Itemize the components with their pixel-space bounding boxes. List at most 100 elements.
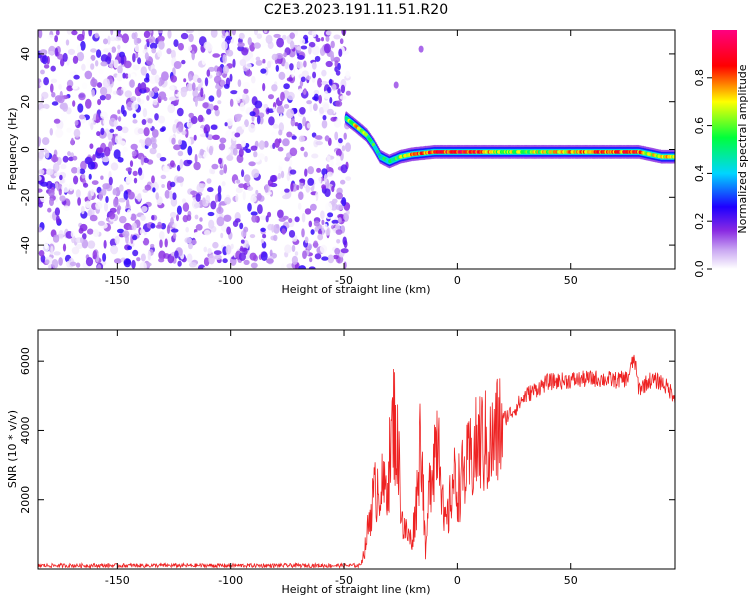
noise-speckle	[104, 202, 108, 212]
noise-speckle	[298, 265, 306, 269]
noise-speckle	[321, 37, 324, 42]
noise-speckle	[100, 86, 108, 96]
noise-speckle	[160, 174, 167, 180]
noise-speckle	[283, 104, 290, 109]
noise-speckle	[153, 255, 160, 262]
noise-speckle	[325, 35, 330, 42]
noise-speckle	[311, 153, 319, 159]
noise-speckle	[225, 244, 232, 255]
noise-speckle	[323, 43, 331, 54]
noise-speckle	[132, 113, 137, 119]
noise-speckle	[269, 175, 277, 183]
noise-speckle	[66, 85, 74, 92]
noise-speckle	[212, 241, 219, 249]
noise-speckle	[269, 249, 273, 257]
noise-speckle	[194, 214, 199, 220]
noise-speckle	[190, 115, 198, 125]
noise-speckle	[290, 40, 295, 50]
noise-speckle	[182, 202, 190, 212]
noise-speckle	[139, 139, 144, 144]
noise-speckle	[186, 159, 193, 165]
noise-speckle	[70, 137, 74, 146]
noise-speckle	[170, 228, 179, 233]
noise-speckle	[143, 157, 150, 164]
noise-speckle	[171, 137, 176, 145]
noise-speckle	[297, 202, 302, 210]
noise-speckle	[113, 197, 119, 208]
noise-speckle	[62, 155, 69, 163]
noise-speckle	[152, 99, 158, 106]
noise-speckle	[113, 59, 119, 69]
noise-speckle	[152, 187, 156, 193]
noise-speckle	[298, 191, 304, 200]
noise-speckle	[98, 191, 103, 201]
noise-speckle	[80, 40, 86, 51]
colorbar-label: Normalized spectral amplitude	[736, 64, 749, 233]
noise-speckle	[290, 182, 294, 192]
noise-speckle	[72, 155, 78, 161]
noise-speckle	[95, 60, 99, 67]
noise-speckle	[317, 229, 323, 235]
noise-speckle	[206, 178, 212, 184]
noise-speckle	[72, 55, 79, 64]
noise-speckle	[172, 192, 177, 200]
noise-speckle	[335, 155, 341, 163]
noise-speckle	[90, 122, 94, 130]
noise-speckle	[177, 150, 184, 157]
noise-speckle	[130, 213, 137, 221]
noise-speckle	[176, 107, 184, 117]
noise-speckle	[337, 62, 341, 71]
noise-speckle	[229, 98, 234, 107]
noise-speckle	[282, 194, 290, 200]
noise-speckle	[283, 83, 290, 90]
noise-speckle	[306, 100, 312, 105]
noise-speckle	[262, 234, 267, 239]
noise-speckle	[289, 147, 298, 157]
noise-speckle	[52, 162, 60, 172]
noise-speckle	[188, 242, 193, 250]
noise-speckle	[117, 30, 121, 34]
noise-speckle	[314, 175, 322, 185]
noise-speckle	[223, 164, 228, 174]
noise-speckle	[173, 61, 182, 69]
noise-speckle	[247, 186, 254, 191]
noise-speckle	[316, 167, 322, 173]
noise-speckle	[215, 194, 219, 203]
noise-speckle	[273, 224, 280, 234]
noise-speckle	[114, 135, 123, 145]
noise-speckle	[157, 30, 163, 34]
noise-speckle	[59, 174, 63, 181]
noise-speckle	[54, 47, 59, 57]
noise-speckle	[254, 100, 263, 109]
noise-speckle	[109, 128, 115, 133]
noise-speckle	[100, 61, 108, 67]
noise-speckle	[142, 237, 150, 246]
noise-speckle	[176, 205, 182, 215]
noise-speckle	[126, 199, 130, 208]
noise-speckle	[310, 229, 315, 235]
noise-speckle	[203, 266, 211, 269]
noise-speckle	[157, 179, 164, 186]
noise-speckle	[288, 158, 293, 166]
noise-speckle	[119, 215, 127, 224]
noise-speckle	[234, 143, 243, 150]
noise-speckle	[50, 78, 58, 84]
noise-speckle	[125, 167, 133, 172]
noise-speckle	[85, 200, 92, 209]
noise-speckle	[194, 153, 198, 163]
noise-speckle	[94, 32, 100, 39]
noise-speckle	[52, 234, 60, 243]
noise-speckle	[258, 140, 265, 150]
noise-speckle	[331, 84, 337, 91]
noise-speckle	[113, 120, 118, 128]
noise-speckle	[297, 55, 305, 60]
noise-speckle	[142, 108, 148, 118]
noise-speckle	[336, 239, 341, 244]
noise-speckle	[141, 232, 145, 242]
noise-speckle	[311, 45, 320, 56]
noise-speckle	[320, 210, 325, 220]
noise-speckle	[255, 59, 263, 66]
noise-speckle	[113, 258, 122, 264]
noise-speckle	[173, 39, 179, 47]
